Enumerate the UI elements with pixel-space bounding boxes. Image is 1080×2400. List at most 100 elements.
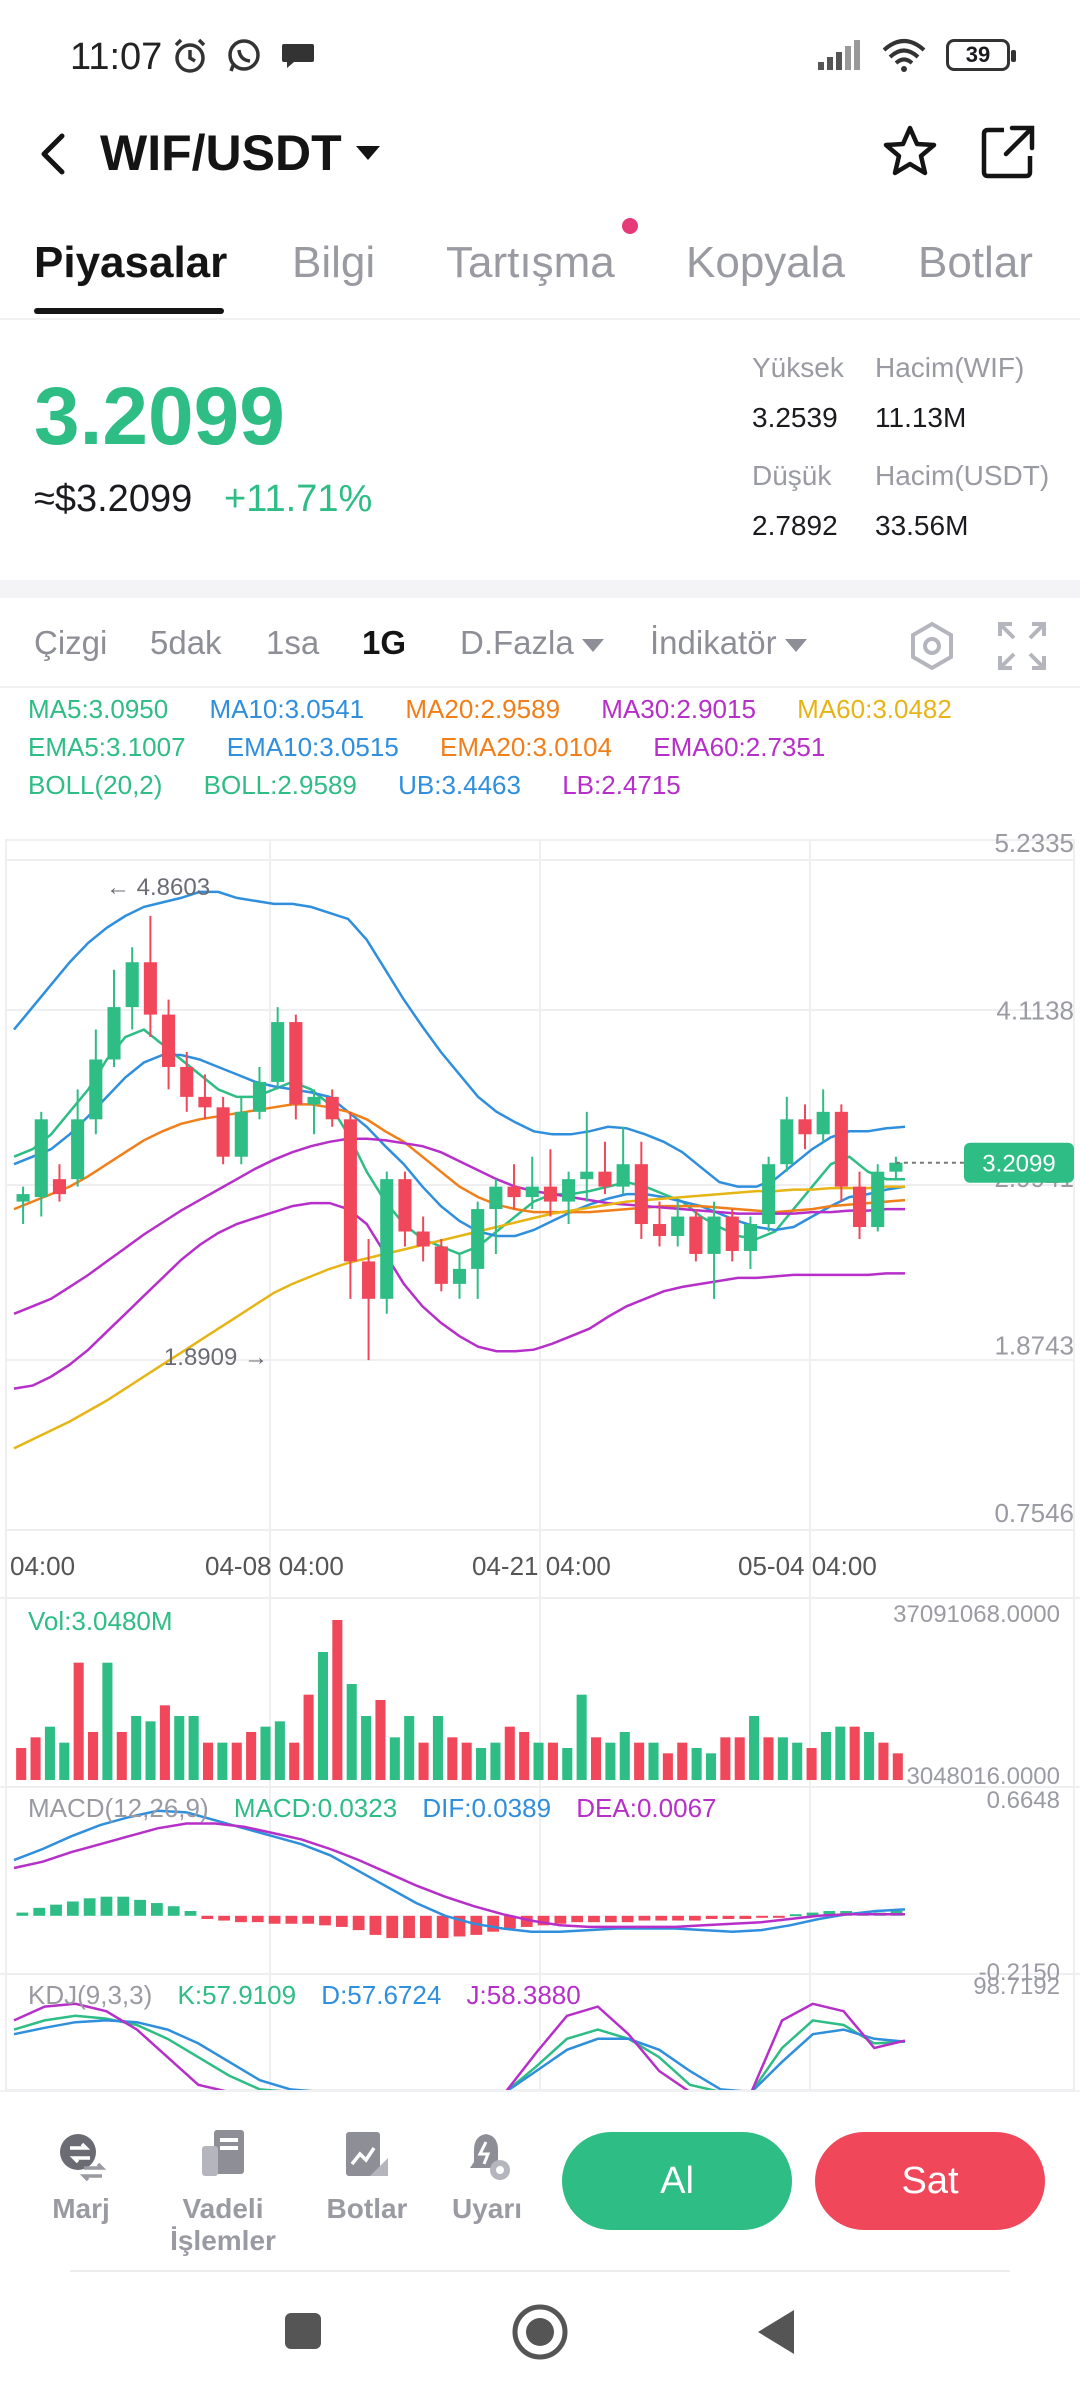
tab-discussion[interactable]: Tartışma [446,238,615,287]
time-axis-label: 04:00 [10,1551,75,1581]
boll-params: BOLL(20,2) [28,770,163,800]
volume-bar [404,1716,415,1780]
macd-line-dif [13,1809,906,1933]
indicator-dropdown[interactable]: İndikatör [650,624,807,662]
ema-legend: EMA5:3.1007 EMA10:3.0515 EMA20:3.0104 EM… [28,732,859,763]
volume-bar [131,1716,142,1780]
macd-histogram-bar [621,1915,634,1923]
pair-name: WIF/USDT [100,125,342,181]
notification-icons [170,36,318,76]
candle-down [325,1096,339,1120]
status-time: 11:07 [70,36,163,78]
tab-info[interactable]: Bilgi [292,238,376,287]
volume-quote-label: Hacim(USDT) [875,460,1050,491]
kdj-title: KDJ(9,3,3) [28,1980,153,2010]
tab-copy[interactable]: Kopyala [686,238,846,287]
candle-up [616,1164,630,1187]
share-icon[interactable] [978,122,1038,182]
sell-button[interactable]: Sat [815,2132,1045,2230]
candle-up [707,1216,721,1254]
candle-up [71,1119,85,1180]
series-line-lb [13,1201,905,1390]
series-line-ma30 [13,1137,905,1315]
low-price-marker: 1.8909 → [164,1344,268,1371]
tab-markets[interactable]: Piyasalar [34,238,228,287]
fullscreen-icon[interactable] [996,620,1048,672]
home-icon[interactable] [510,2302,570,2362]
futures-label-line1: Vadeli [182,2193,264,2224]
macd-histogram-bar [806,1912,819,1916]
buy-button[interactable]: Al [562,2132,792,2230]
macd-histogram-bar [655,1915,668,1921]
volume-bar [662,1753,673,1780]
pair-selector[interactable]: WIF/USDT [100,124,382,182]
candle-down [834,1111,848,1187]
volume-bar [576,1694,587,1780]
price-axis-label: 4.1138 [996,995,1074,1025]
macd-histogram-bar [251,1915,264,1923]
kdj-k-value: K:57.9109 [177,1980,297,2010]
recents-icon[interactable] [282,2310,324,2352]
macd-histogram-bar [722,1915,735,1919]
candle-up [816,1111,830,1135]
kline-chart[interactable]: 5.23354.11382.99411.87430.754604:0004-08… [0,830,1080,2090]
alert-button[interactable]: Uyarı [432,2128,542,2225]
macd-histogram-bar [604,1915,617,1923]
ma60-value: MA60:3.0482 [797,694,952,724]
volume-base-value: 11.13M [875,402,967,433]
macd-histogram-bar [823,1911,836,1916]
volume-bar [418,1742,429,1780]
section-divider [0,580,1080,598]
bots-button[interactable]: Botlar [312,2128,422,2225]
more-timeframes-dropdown[interactable]: D.Fazla [460,624,604,662]
volume-bar [59,1742,70,1780]
macd-min-label: -0.2150 [979,1959,1060,1986]
chart-settings-icon[interactable] [906,620,958,672]
timeframe-1d[interactable]: 1G [362,624,407,661]
volume-bar [547,1742,558,1780]
volume-min-label: 3048016.0000 [907,1763,1061,1790]
tab-bots[interactable]: Botlar [918,238,1033,287]
back-nav-icon[interactable] [754,2306,798,2358]
macd-line-dea [13,1822,905,1929]
candle-up [125,962,139,1008]
indicator-label: İndikatör [650,624,777,661]
candle-up [452,1268,467,1284]
futures-button[interactable]: Vadeli İşlemler [168,2128,278,2257]
volume-bar [878,1742,889,1780]
price-axis-label: 5.2335 [994,830,1074,858]
volume-bar [820,1732,831,1780]
macd-histogram-bar [335,1915,348,1927]
volume-base-label: Hacim(WIF) [875,352,1025,383]
high-label: Yüksek [752,352,844,383]
macd-histogram-bar [386,1915,399,1939]
macd-histogram-bar [789,1914,802,1917]
favorite-star-icon[interactable] [880,122,940,182]
macd-histogram-bar [487,1915,500,1932]
timeframe-1h[interactable]: 1sa [266,624,320,661]
volume-bar [73,1662,84,1780]
volume-bar [705,1753,717,1780]
kdj-j-value: J:58.3880 [466,1980,581,2010]
timeframe-line[interactable]: Çizgi [34,624,108,661]
volume-bar [447,1737,458,1780]
kdj-d-value: D:57.6724 [321,1980,442,2010]
volume-bar [849,1726,860,1780]
candle-up [671,1216,685,1236]
candle-down [689,1216,703,1254]
macd-value: MACD:0.0323 [233,1793,398,1823]
candle-up [307,1096,321,1105]
margin-button[interactable]: Marj [26,2128,136,2225]
macd-histogram-bar [16,1912,29,1916]
volume-bar [159,1705,170,1780]
more-label: D.Fazla [460,624,574,661]
back-button[interactable] [28,126,84,182]
volume-bar [777,1737,788,1780]
ma30-value: MA30:2.9015 [601,694,756,724]
macd-histogram-bar [134,1899,146,1916]
candle-up [580,1171,594,1180]
timeframe-5m[interactable]: 5dak [150,624,222,661]
volume-bar [749,1716,760,1780]
macd-title: MACD(12,26,9) [28,1793,209,1823]
signal-icon [818,40,860,70]
